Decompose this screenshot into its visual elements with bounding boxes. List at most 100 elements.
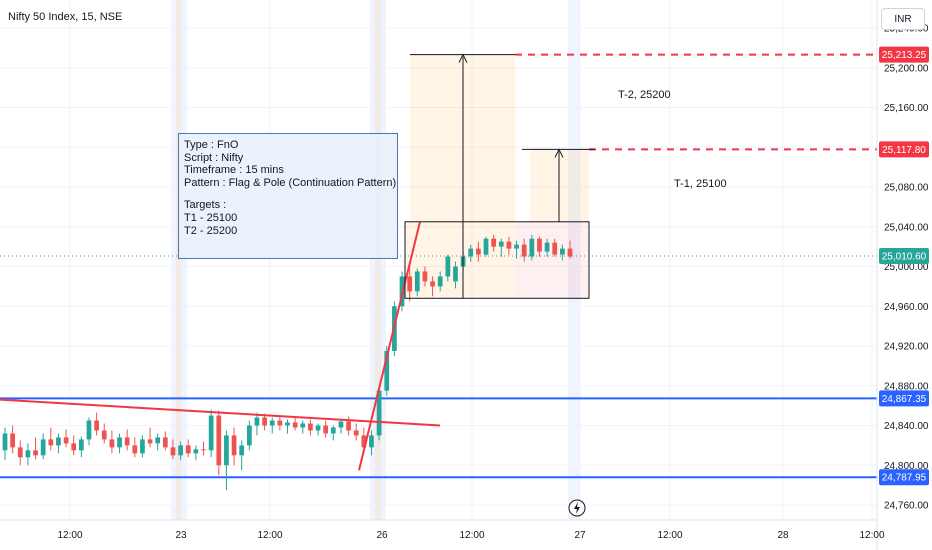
price-tag-box xyxy=(879,141,929,158)
candle[interactable] xyxy=(361,435,367,448)
candle[interactable] xyxy=(124,437,130,446)
candle[interactable] xyxy=(384,350,390,391)
candle[interactable] xyxy=(40,439,46,456)
candle[interactable] xyxy=(71,443,77,451)
candle[interactable] xyxy=(468,248,474,257)
candle[interactable] xyxy=(353,430,359,436)
candle[interactable] xyxy=(117,437,122,448)
candle[interactable] xyxy=(323,425,329,434)
candle[interactable] xyxy=(376,390,382,436)
candle[interactable] xyxy=(414,271,420,292)
candle[interactable] xyxy=(246,425,252,446)
candle[interactable] xyxy=(178,445,183,456)
candle[interactable] xyxy=(277,420,283,426)
note-line: Timeframe : 15 mins xyxy=(184,164,284,177)
candle[interactable] xyxy=(567,248,573,257)
target-1-arrow-head xyxy=(554,148,564,158)
currency-button[interactable]: INR xyxy=(881,8,925,30)
candle[interactable] xyxy=(506,241,512,249)
price-tick-label: 24,960.00 xyxy=(884,302,929,313)
candle[interactable] xyxy=(498,241,504,247)
time-tick-label: 12:00 xyxy=(657,530,682,541)
candle[interactable] xyxy=(430,281,435,287)
candle[interactable] xyxy=(476,248,481,255)
target-2-label: T-2, 25200 xyxy=(618,89,671,101)
candle[interactable] xyxy=(491,238,497,247)
price-tag-label: 24,787.95 xyxy=(882,473,927,484)
candle[interactable] xyxy=(101,430,107,440)
candle[interactable] xyxy=(239,445,245,456)
candle[interactable] xyxy=(155,437,161,444)
candle[interactable] xyxy=(63,437,69,444)
candle[interactable] xyxy=(162,437,168,448)
price-tick-label: 24,840.00 xyxy=(884,421,929,432)
note-line: Type : FnO xyxy=(184,139,239,151)
candle[interactable] xyxy=(147,439,153,444)
candle[interactable] xyxy=(86,420,92,440)
pole-line[interactable] xyxy=(358,221,421,471)
candle[interactable] xyxy=(453,266,458,282)
flag-box[interactable] xyxy=(404,221,590,299)
candle[interactable] xyxy=(269,420,275,426)
candle[interactable] xyxy=(369,435,374,448)
candle[interactable] xyxy=(437,276,443,287)
candle[interactable] xyxy=(559,248,565,255)
flag-trend-line[interactable] xyxy=(0,398,441,427)
candle[interactable] xyxy=(544,242,550,252)
candle[interactable] xyxy=(292,422,298,428)
price-tag-box xyxy=(879,469,929,486)
session-highlight xyxy=(176,0,182,520)
candle[interactable] xyxy=(78,439,84,451)
candle[interactable] xyxy=(537,238,542,252)
candle[interactable] xyxy=(262,417,267,426)
chart-title: Nifty 50 Index, 15, NSE xyxy=(6,10,125,24)
time-tick-label: 12:00 xyxy=(459,530,484,541)
candle[interactable] xyxy=(185,445,191,454)
candle[interactable] xyxy=(48,439,54,446)
candle[interactable] xyxy=(17,447,23,458)
price-tag-label: 25,010.60 xyxy=(882,251,927,262)
candle[interactable] xyxy=(483,238,489,255)
note-line: T2 - 25200 xyxy=(184,224,238,237)
note-line: Targets : xyxy=(184,199,227,212)
candle[interactable] xyxy=(140,439,145,454)
candle[interactable] xyxy=(422,271,428,282)
trade-setup-note[interactable]: Type : FnO Script : Nifty Timeframe : 15 m… xyxy=(178,133,398,259)
candle[interactable] xyxy=(521,244,527,257)
candle[interactable] xyxy=(10,433,16,448)
candle[interactable] xyxy=(216,415,222,466)
candle[interactable] xyxy=(109,439,115,448)
candle[interactable] xyxy=(254,417,260,426)
candle[interactable] xyxy=(300,423,306,428)
candle[interactable] xyxy=(33,450,38,456)
session-highlight xyxy=(568,0,580,520)
candle[interactable] xyxy=(445,256,451,277)
candle[interactable] xyxy=(529,238,535,257)
candle[interactable] xyxy=(330,427,336,434)
candle[interactable] xyxy=(94,420,99,431)
flag-zone-shade xyxy=(515,221,589,299)
candle[interactable] xyxy=(552,242,558,255)
candle[interactable] xyxy=(25,450,31,458)
candle[interactable] xyxy=(201,449,206,451)
note-line: T1 - 25100 xyxy=(184,211,238,224)
candle[interactable] xyxy=(315,425,321,431)
candle[interactable] xyxy=(170,447,176,456)
candle[interactable] xyxy=(514,244,519,249)
price-tag-box xyxy=(879,247,929,264)
candle[interactable] xyxy=(193,449,199,454)
candle[interactable] xyxy=(132,445,138,454)
candle[interactable] xyxy=(56,437,61,446)
candle[interactable] xyxy=(208,415,214,451)
candle[interactable] xyxy=(338,421,344,428)
candle[interactable] xyxy=(224,435,229,466)
candle[interactable] xyxy=(2,433,8,451)
candle[interactable] xyxy=(346,421,351,431)
flag-zone-shade xyxy=(405,221,515,299)
candle[interactable] xyxy=(285,422,290,426)
candle[interactable] xyxy=(407,276,413,292)
candle[interactable] xyxy=(308,423,313,431)
candle[interactable] xyxy=(231,435,237,456)
